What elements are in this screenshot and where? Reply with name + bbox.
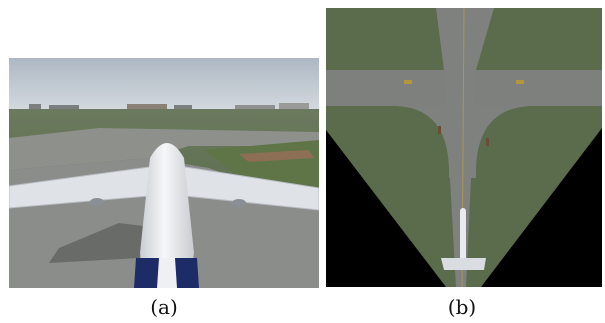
marking bbox=[516, 80, 524, 84]
marking bbox=[486, 138, 489, 146]
sky bbox=[9, 58, 319, 110]
horizon-buildings bbox=[29, 103, 309, 109]
panel-a-third-person-view bbox=[9, 58, 319, 288]
marking bbox=[404, 80, 412, 84]
left-engine bbox=[90, 198, 104, 206]
right-engine bbox=[232, 199, 246, 207]
dirt-patch bbox=[239, 150, 314, 162]
aircraft-topdown bbox=[460, 208, 466, 270]
panel-b-birdseye-view bbox=[326, 8, 602, 287]
tail-stripe bbox=[157, 258, 177, 288]
aircraft-shadow bbox=[49, 223, 159, 263]
caption-a: (a) bbox=[150, 295, 178, 319]
panel-a-scene bbox=[9, 58, 319, 288]
aircraft-wings-topdown bbox=[441, 258, 486, 270]
panel-b-scene bbox=[326, 8, 602, 287]
caption-b: (b) bbox=[447, 295, 477, 319]
fuselage bbox=[140, 143, 194, 288]
marking bbox=[438, 126, 441, 134]
